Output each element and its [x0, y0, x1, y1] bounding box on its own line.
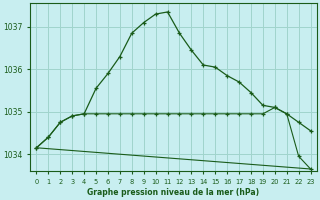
- X-axis label: Graphe pression niveau de la mer (hPa): Graphe pression niveau de la mer (hPa): [87, 188, 260, 197]
